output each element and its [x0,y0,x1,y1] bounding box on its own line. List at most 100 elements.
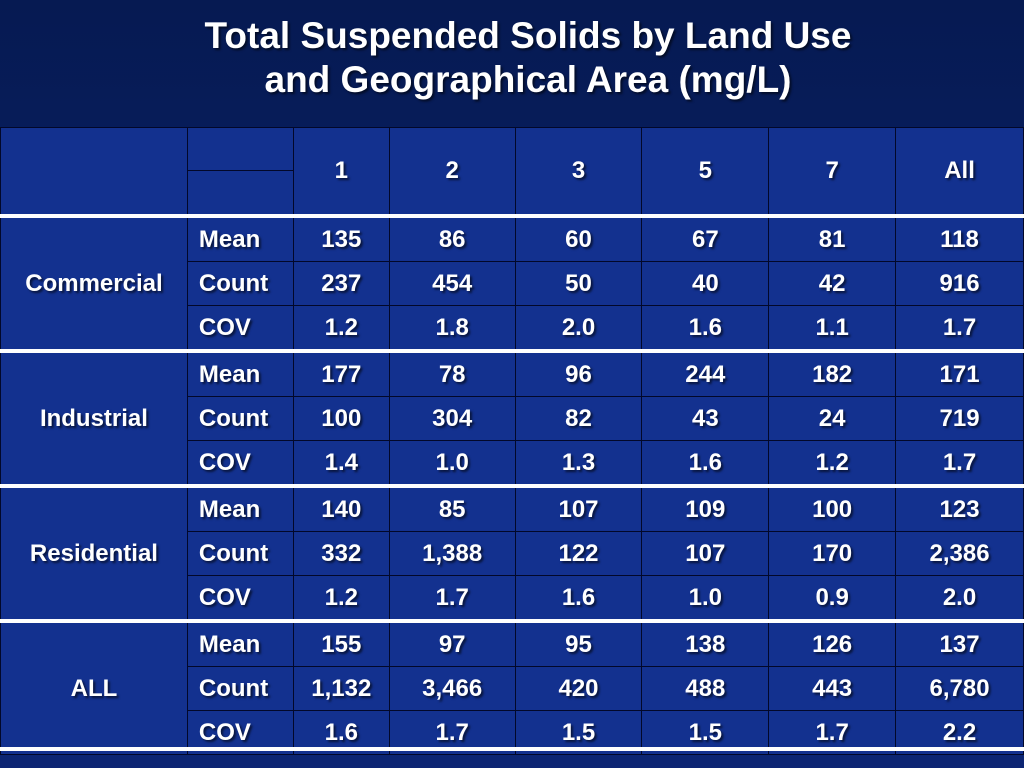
table-cell: 43 [641,396,770,441]
table-cell: 237 [292,261,390,306]
row-stat-label: Mean [186,214,294,262]
table-cell: 78 [388,349,516,397]
table-cell: 1,388 [388,531,516,576]
table-cell: 81 [768,214,897,262]
table-cell: 1.2 [292,575,390,622]
table-cell: 1.2 [768,440,897,487]
table-row: COV 1.4 1.0 1.3 1.6 1.2 1.7 [1,440,1024,487]
table-row: Industrial Mean 177 78 96 244 182 171 [0,349,1024,487]
table-cell: 2,386 [895,531,1024,576]
table-row: COV 1.2 1.7 1.6 1.0 0.9 2.0 [1,575,1024,622]
table-cell: 97 [388,619,516,667]
table-cell: 1.1 [768,305,897,352]
table-cell: 171 [895,349,1024,397]
group-label-commercial: Commercial [0,214,188,352]
table-cell: 60 [514,214,643,262]
table-row: ALL Mean 155 97 95 138 126 137 [0,619,1024,755]
table-cell: 155 [292,619,390,667]
table-cell: 3,466 [388,666,516,711]
table-cell: 122 [514,531,643,576]
table-cell: 42 [768,261,897,306]
table-cell: 1.7 [388,575,516,622]
column-header: All [895,127,1024,217]
row-stat-label: Mean [186,484,294,532]
table-cell: 719 [895,396,1024,441]
table-cell: 86 [388,214,516,262]
table-row: COV 1.2 1.8 2.0 1.6 1.1 1.7 [1,305,1024,352]
table-cell: 420 [514,666,643,711]
table-cell: 182 [768,349,897,397]
table-cell: 177 [292,349,390,397]
page-title: Total Suspended Solids by Land Use and G… [0,14,1024,102]
table-cell: 137 [895,619,1024,667]
column-header: 7 [768,127,897,217]
table-cell: 40 [641,261,770,306]
tss-table: 1 2 3 5 7 All Commercial Mean 135 86 60 … [0,126,1024,755]
table-cell: 109 [641,484,770,532]
row-stat-label: COV [186,305,294,352]
table-cell: 107 [641,531,770,576]
row-stat-label: Count [186,261,294,306]
table-row: Count 332 1,388 122 107 170 2,386 [1,531,1024,576]
table-cell: 6,780 [895,666,1024,711]
table-cell: 443 [768,666,897,711]
column-header: 3 [514,127,643,217]
table-cell: 1.4 [292,440,390,487]
row-stat-label: Count [186,531,294,576]
table-cell: 82 [514,396,643,441]
header-sub-cell-top [186,126,294,172]
table-cell: 916 [895,261,1024,306]
column-header: 5 [641,127,770,217]
row-stat-label: Mean [186,619,294,667]
table-cell: 488 [641,666,770,711]
row-stat-label: Count [186,666,294,711]
table-cell: 1.2 [292,305,390,352]
table-cell: 1.7 [895,440,1024,487]
table-cell: 107 [514,484,643,532]
title-line-2: and Geographical Area (mg/L) [264,59,792,100]
table-cell: 1.7 [895,305,1024,352]
row-stat-label: COV [186,440,294,487]
table-row: Commercial Mean 135 86 60 67 81 118 [0,214,1024,352]
group-label-all: ALL [0,619,188,755]
table-cell: 50 [514,261,643,306]
table-cell: 138 [641,619,770,667]
table-cell: 118 [895,214,1024,262]
table-bottom-rule [0,747,1024,751]
table-row: Count 237 454 50 40 42 916 [1,261,1024,306]
table-cell: 100 [768,484,897,532]
table-cell: 1.6 [514,575,643,622]
row-stat-label: Mean [186,349,294,397]
table-cell: 304 [388,396,516,441]
row-stat-label: COV [186,575,294,622]
title-line-1: Total Suspended Solids by Land Use [204,15,852,56]
column-header: 1 [292,127,390,217]
table-cell: 140 [292,484,390,532]
row-stat-label: Count [186,396,294,441]
table-cell: 1.6 [641,305,770,352]
table-cell: 454 [388,261,516,306]
table-cell: 0.9 [768,575,897,622]
header-sub-cell-bottom [186,170,294,217]
table-cell: 170 [768,531,897,576]
table-cell: 2.0 [514,305,643,352]
table-row: Count 100 304 82 43 24 719 [1,396,1024,441]
table-row: Count 1,132 3,466 420 488 443 6,780 [1,666,1024,711]
table-cell: 1.6 [641,440,770,487]
table-cell: 2.0 [895,575,1024,622]
header-corner-cell [0,127,188,217]
table-row: Residential Mean 140 85 107 109 100 123 [0,484,1024,622]
table-cell: 67 [641,214,770,262]
table-cell: 95 [514,619,643,667]
table-cell: 244 [641,349,770,397]
group-label-residential: Residential [0,484,188,622]
table-cell: 1.0 [388,440,516,487]
table-cell: 1.8 [388,305,516,352]
table-cell: 1.0 [641,575,770,622]
table-cell: 1.3 [514,440,643,487]
table-cell: 1,132 [292,666,390,711]
table-cell: 123 [895,484,1024,532]
table-cell: 332 [292,531,390,576]
group-label-industrial: Industrial [0,349,188,487]
column-header: 2 [388,127,516,217]
